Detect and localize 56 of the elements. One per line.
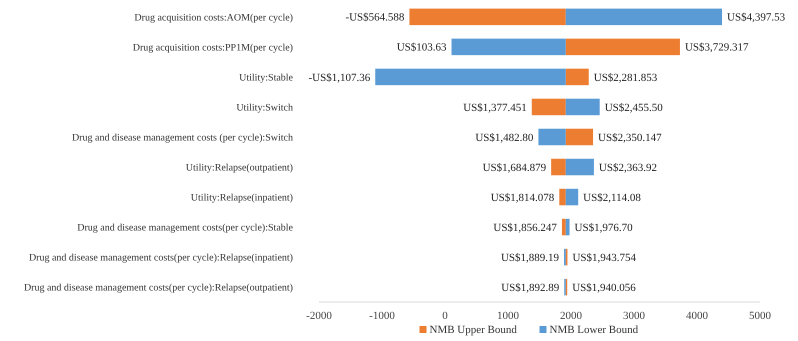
bar — [452, 38, 566, 56]
y-tick-label: Utility:Switch — [236, 102, 293, 114]
data-label: US$1,976.70 — [574, 222, 634, 234]
bar — [409, 8, 566, 26]
data-label: US$2,363.92 — [598, 162, 657, 174]
bar — [562, 218, 566, 236]
y-tick-label: Drug acquisition costs:AOM(per cycle) — [134, 12, 293, 24]
bar — [566, 218, 570, 236]
x-tick-label: -2000 — [306, 310, 332, 322]
y-tick-label: Drug and disease management costs(per cycle):Stable — [77, 222, 294, 234]
bar — [375, 68, 566, 86]
data-label: US$1,940.056 — [572, 282, 636, 294]
legend-label: NMB Lower Bound — [550, 324, 639, 336]
x-tick-label: 0 — [442, 310, 448, 322]
y-tick-label: Utility:Relapse(outpatient) — [186, 162, 293, 174]
data-label: US$3,729.317 — [684, 42, 750, 54]
data-label: US$4,397.53 — [727, 12, 786, 24]
bar — [566, 8, 722, 26]
bar — [566, 158, 594, 176]
y-tick-label: Drug and disease management costs(per cycle):Relapse(outpatient) — [24, 282, 293, 294]
data-label: -US$1,107.36 — [308, 72, 371, 84]
data-label: US$103.63 — [396, 42, 448, 54]
x-tick-label: 5000 — [749, 310, 772, 322]
bar — [532, 98, 566, 116]
data-label: US$2,350.147 — [598, 132, 662, 144]
data-label: US$1,684.879 — [482, 162, 547, 174]
data-label: US$2,455.50 — [604, 102, 664, 114]
data-label: US$1,892.89 — [501, 282, 560, 294]
y-tick-label: Drug acquisition costs:PP1M(per cycle) — [132, 42, 293, 54]
bar — [566, 98, 600, 116]
data-label: US$1,943.754 — [572, 252, 637, 264]
data-label: -US$564.588 — [345, 12, 405, 24]
data-label: US$1,856.247 — [493, 222, 558, 234]
bar — [551, 158, 566, 176]
data-label: US$1,889.19 — [500, 252, 560, 264]
bar — [559, 188, 566, 206]
bar — [566, 128, 594, 146]
bar — [566, 68, 589, 86]
x-tick-label: 3000 — [623, 310, 646, 322]
bar — [538, 128, 566, 146]
x-tick-label: 1000 — [497, 310, 520, 322]
x-tick-label: 4000 — [686, 310, 708, 322]
y-tick-label: Utility:Stable — [239, 72, 294, 84]
data-label: US$1,814.078 — [490, 192, 555, 204]
y-tick-label: Utility:Relapse(inpatient) — [190, 192, 293, 204]
y-tick-label: Drug and disease management costs(per cycle):Relapse(inpatient) — [28, 252, 293, 264]
bar — [566, 188, 578, 206]
x-tick-label: -1000 — [369, 310, 396, 322]
bar — [566, 38, 680, 56]
y-tick-label: Drug and disease management costs (per cycle):Switch — [72, 132, 293, 144]
x-tick-label: 2000 — [560, 310, 582, 322]
legend-label: NMB Upper Bound — [430, 324, 518, 336]
data-label: US$2,114.08 — [583, 192, 642, 204]
data-label: US$1,377.451 — [463, 102, 527, 114]
data-label: US$2,281.853 — [594, 72, 658, 84]
data-label: US$1,482.80 — [475, 132, 534, 144]
